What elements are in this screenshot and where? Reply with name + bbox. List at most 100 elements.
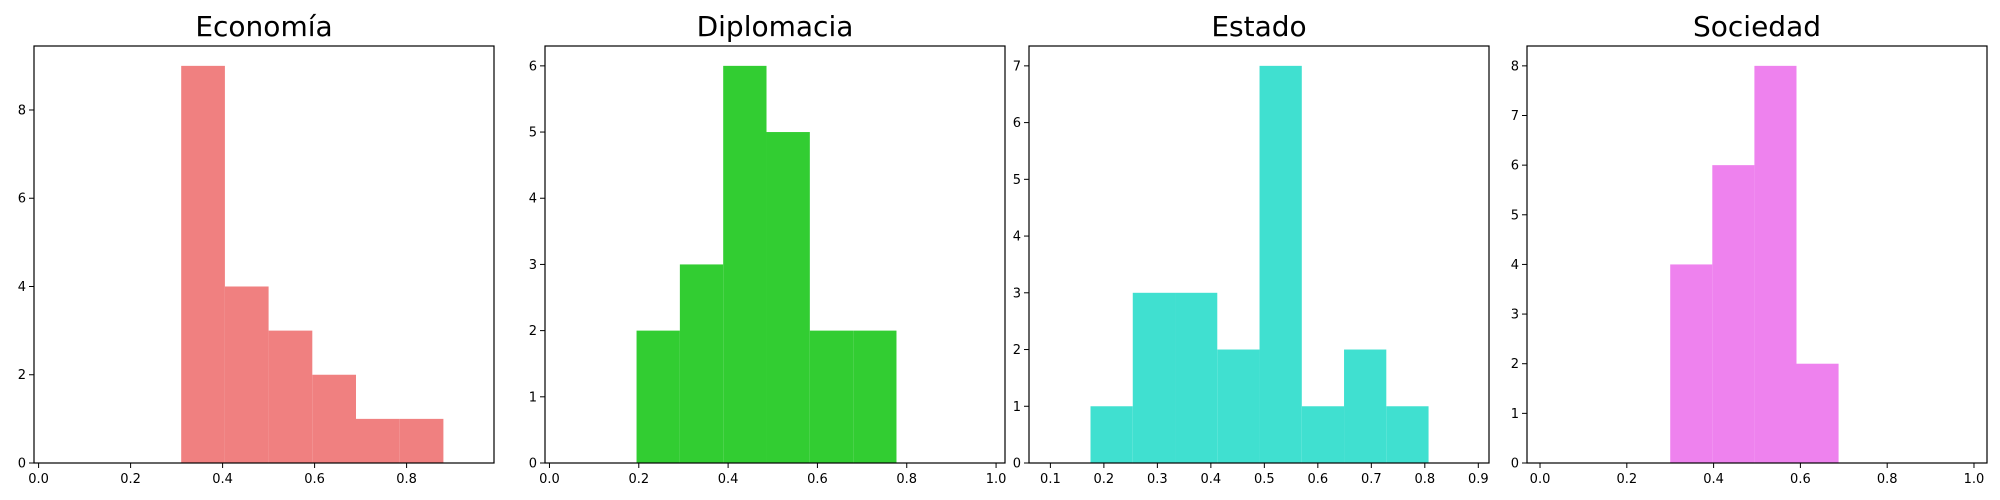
histogram-bar [1301,406,1345,463]
histogram-bar [1712,165,1755,463]
bars-group [636,65,897,464]
x-tick-label: 0.8 [396,472,417,487]
x-tick-label: 0.4 [1703,472,1724,487]
y-axis-ticks: 0 1 2 3 4 5 6 [529,59,545,472]
y-tick-label: 1 [1511,407,1519,422]
y-axis-ticks: 0 1 2 3 4 5 6 7 [1013,59,1029,472]
panel-title: Estado [1211,10,1306,43]
x-tick-label: 0.0 [539,472,560,487]
y-tick-label: 2 [529,324,537,339]
histogram-bar [1386,406,1429,463]
bars-group [1090,65,1429,463]
histogram-bar [679,264,724,463]
y-tick-label: 6 [18,192,26,207]
histogram-bar [1754,65,1797,463]
x-tick-label: 0.4 [212,472,233,487]
histogram-bar [853,330,897,463]
x-tick-label: 0.5 [1254,472,1275,487]
histogram-bar [1259,65,1302,463]
y-axis-ticks: 0 2 4 6 8 [18,103,34,472]
y-axis-ticks: 0 1 2 3 4 5 6 7 8 [1511,59,1527,472]
bars-group [181,65,444,463]
y-tick-label: 3 [1013,286,1021,301]
y-tick-label: 8 [1511,59,1519,74]
x-tick-label: 0.7 [1361,472,1382,487]
axes-frame [1526,45,1988,464]
panel-economia: Economía 0 2 4 6 8 0.0 0.2 0.4 0.6 0.8 [18,10,495,487]
y-tick-label: 2 [18,368,26,383]
y-tick-label: 2 [1013,343,1021,358]
histogram-bar [723,65,767,463]
y-tick-label: 2 [1511,357,1519,372]
histogram-bar [312,374,356,463]
y-tick-label: 6 [529,59,537,74]
x-tick-label: 1.0 [1964,472,1985,487]
x-tick-label: 0.0 [28,472,49,487]
bars-group [1670,65,1839,463]
x-axis-ticks: 0.0 0.2 0.4 0.6 0.8 1.0 [1530,463,1985,487]
x-tick-label: 0.2 [628,472,649,487]
y-tick-label: 7 [1511,109,1519,124]
y-tick-label: 4 [18,280,26,295]
histogram-bar [268,330,313,463]
panel-estado: Estado 0 1 2 3 4 5 6 7 0.1 0.2 0.3 0.4 0.5 0.6 0.7 0.8… [1013,10,1490,487]
x-tick-label: 0.8 [896,472,917,487]
y-tick-label: 5 [1511,208,1519,223]
y-tick-label: 1 [1013,400,1021,415]
x-tick-label: 0.4 [1201,472,1222,487]
x-tick-label: 0.6 [807,472,828,487]
y-tick-label: 0 [1013,457,1021,472]
x-tick-label: 0.0 [1530,472,1551,487]
x-tick-label: 0.6 [304,472,325,487]
histogram-bar [181,65,225,463]
histogram-bar [224,286,269,463]
y-tick-label: 8 [18,103,26,118]
histogram-bar [356,418,400,463]
y-tick-label: 6 [1013,116,1021,131]
histogram-bar [1670,264,1713,463]
y-tick-label: 4 [1013,230,1021,245]
panel-title: Sociedad [1693,10,1821,43]
axes-frame [33,45,495,464]
x-tick-label: 0.1 [1040,472,1061,487]
x-tick-label: 1.0 [986,472,1007,487]
x-tick-label: 0.8 [1414,472,1435,487]
y-tick-label: 4 [529,192,537,207]
panel-sociedad: Sociedad 0 1 2 3 4 5 6 7 8 0.0 0.2 0.4 0.6 0.8 1.0 [1511,10,1988,487]
y-tick-label: 0 [1511,457,1519,472]
histogram-bar [1132,292,1176,463]
x-tick-label: 0.2 [1094,472,1115,487]
y-tick-label: 5 [529,126,537,141]
x-tick-label: 0.2 [1616,472,1637,487]
x-axis-ticks: 0.0 0.2 0.4 0.6 0.8 [28,463,417,487]
histogram-bar [1796,363,1839,463]
x-tick-label: 0.4 [718,472,739,487]
panel-title: Diplomacia [697,10,854,43]
x-axis-ticks: 0.1 0.2 0.3 0.4 0.5 0.6 0.7 0.8 0.9 [1040,463,1489,487]
x-tick-label: 0.6 [1790,472,1811,487]
histogram-bar [399,418,444,463]
histogram-bar [636,330,680,463]
x-tick-label: 0.8 [1877,472,1898,487]
x-tick-label: 0.3 [1147,472,1168,487]
y-tick-label: 5 [1013,173,1021,188]
y-tick-label: 3 [529,258,537,273]
histogram-bar [1090,406,1133,463]
y-tick-label: 0 [18,457,26,472]
histogram-bar [766,132,810,464]
x-tick-label: 0.2 [120,472,141,487]
histogram-bar [1344,349,1387,463]
axes-frame [544,45,1006,464]
y-tick-label: 0 [529,457,537,472]
x-tick-label: 0.9 [1468,472,1489,487]
y-tick-label: 4 [1511,258,1519,273]
x-axis-ticks: 0.0 0.2 0.4 0.6 0.8 1.0 [539,463,1006,487]
y-tick-label: 3 [1511,308,1519,323]
panel-title: Economía [195,10,332,43]
y-tick-label: 1 [529,390,537,405]
x-tick-label: 0.6 [1307,472,1328,487]
y-tick-label: 7 [1013,59,1021,74]
histogram-bar [1217,349,1260,463]
y-tick-label: 6 [1511,159,1519,174]
